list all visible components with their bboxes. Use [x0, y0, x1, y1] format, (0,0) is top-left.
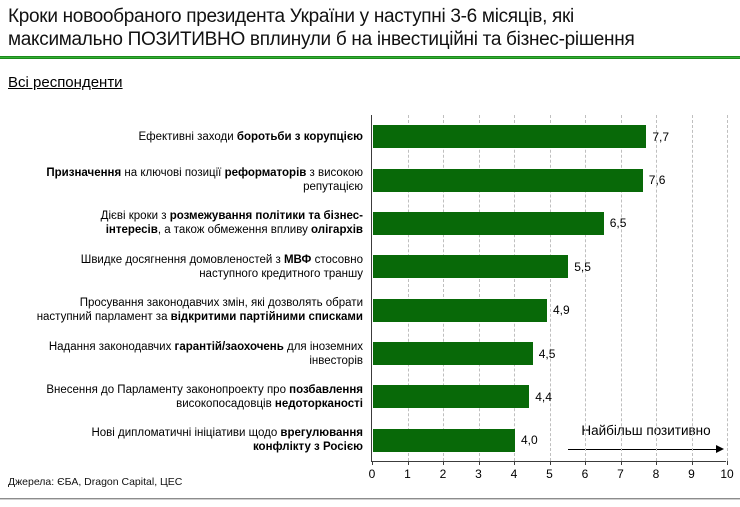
chart-row: Дієві кроки з розмежування політики та б…: [0, 202, 740, 245]
source-note: Джерела: ЄБА, Dragon Capital, ЦЕС: [8, 476, 183, 488]
value-label: 4,9: [552, 303, 570, 318]
gridline: [656, 115, 657, 461]
page-title-line-1: Кроки новообраного президента України у …: [8, 6, 574, 27]
gridline: [514, 115, 515, 461]
value-label: 4,0: [521, 433, 538, 448]
gridline: [585, 115, 586, 461]
value-label: 6,5: [609, 216, 627, 231]
title-green-rule: [0, 56, 740, 59]
x-tick-label: 5: [546, 467, 553, 481]
gridline: [691, 115, 693, 461]
bar: [373, 168, 643, 192]
bar-track: 4,9: [372, 298, 740, 322]
chart-row: Внесення до Парламенту законопроекту про…: [0, 375, 740, 418]
arrow-head: [716, 445, 724, 453]
chart-rows: Ефективні заходи боротьби з корупцією 7,7…: [0, 115, 740, 462]
plot-area: Найбільш позитивно 0 1 2 3 4 5 6 7 8 9 10: [369, 115, 734, 481]
bar-track: 6,5: [372, 211, 740, 235]
x-axis-tick: [691, 461, 693, 465]
x-tick-label: 3: [475, 467, 482, 481]
bar-track: 4,0: [372, 428, 740, 452]
annotation-text: Найбільш позитивно: [581, 423, 711, 438]
page-title: Кроки новообраного президента України у …: [8, 5, 734, 51]
chart-row: Просування законодавчих змін, які дозвол…: [0, 289, 740, 332]
chart-row: Нові дипломатичні ініціативи щодо врегул…: [0, 419, 740, 462]
x-tick-label: 8: [652, 467, 660, 481]
bar: [373, 298, 547, 322]
category-label: Внесення до Парламенту законопроекту про…: [46, 383, 363, 410]
gridline: [443, 115, 444, 461]
category-label: Призначення на ключові позиції реформато…: [46, 167, 363, 194]
x-axis-tick: [656, 461, 657, 465]
x-axis-tick: [407, 461, 409, 465]
chart-row: Надання законодавчих гарантій/заохочень …: [0, 332, 740, 375]
x-axis-tick: [549, 461, 551, 465]
x-tick-label: 2: [439, 467, 447, 481]
gridline: [620, 115, 622, 461]
bar-track: 7,7: [372, 125, 740, 149]
page-title-line-2: максимально ПОЗИТИВНО вплинули б на інве…: [8, 29, 635, 50]
x-tick-label: 1: [404, 467, 411, 481]
x-axis-tick: [478, 461, 480, 465]
value-label: 7,6: [648, 173, 666, 188]
category-label: Ефективні заходи боротьби з корупцією: [138, 130, 363, 143]
gridline: [407, 115, 409, 461]
x-tick-label: 9: [688, 467, 695, 481]
gridline: [727, 115, 728, 461]
value-label: 4,4: [535, 389, 552, 404]
bar-track: 7,6: [372, 168, 740, 192]
footer-rule: [0, 498, 740, 500]
category-label: Дієві кроки з розмежування політики та б…: [100, 210, 363, 237]
x-axis-tick: [620, 461, 622, 465]
bar: [373, 125, 647, 149]
x-tick-label: 0: [368, 467, 376, 481]
chart-row: Призначення на ключові позиції реформато…: [0, 158, 740, 201]
bar: [373, 342, 533, 366]
category-label: Просування законодавчих змін, які дозвол…: [36, 297, 363, 324]
x-axis-tick: [372, 461, 373, 465]
chart-row: Швидке досягнення домовленостей з МВФ ст…: [0, 245, 740, 288]
category-label: Надання законодавчих гарантій/заохочень …: [48, 340, 363, 367]
bar-track: 4,5: [372, 342, 740, 366]
bar: [373, 385, 530, 409]
arrow-line: [568, 448, 718, 450]
x-tick-label: 6: [581, 467, 589, 481]
bar: [373, 428, 515, 452]
x-tick-label: 4: [510, 467, 518, 481]
bar: [373, 255, 569, 279]
bar: [373, 211, 604, 235]
gridline: [549, 115, 551, 461]
annotation-most-positive: Найбільш позитивно: [568, 423, 724, 454]
bar-track: 5,5: [372, 255, 740, 279]
chart-row: Ефективні заходи боротьби з корупцією 7,7: [0, 115, 740, 158]
x-axis-tick: [443, 461, 444, 465]
gridline: [478, 115, 480, 461]
x-axis-tick: [514, 461, 515, 465]
value-label: 4,5: [538, 346, 556, 361]
x-tick-label: 7: [617, 467, 624, 481]
x-axis-tick: [585, 461, 586, 465]
value-label: 7,7: [652, 129, 670, 144]
subtitle-all-respondents: Всі респонденти: [8, 74, 123, 91]
bar-track: 4,4: [372, 385, 740, 409]
x-tick-label: 10: [720, 467, 734, 481]
x-axis-tick: [727, 461, 728, 465]
value-label: 5,5: [574, 259, 591, 274]
right-arrow-icon: [568, 445, 724, 454]
category-label: Нові дипломатичні ініціативи щодо врегул…: [91, 427, 363, 454]
category-label: Швидке досягнення домовленостей з МВФ ст…: [80, 253, 363, 280]
